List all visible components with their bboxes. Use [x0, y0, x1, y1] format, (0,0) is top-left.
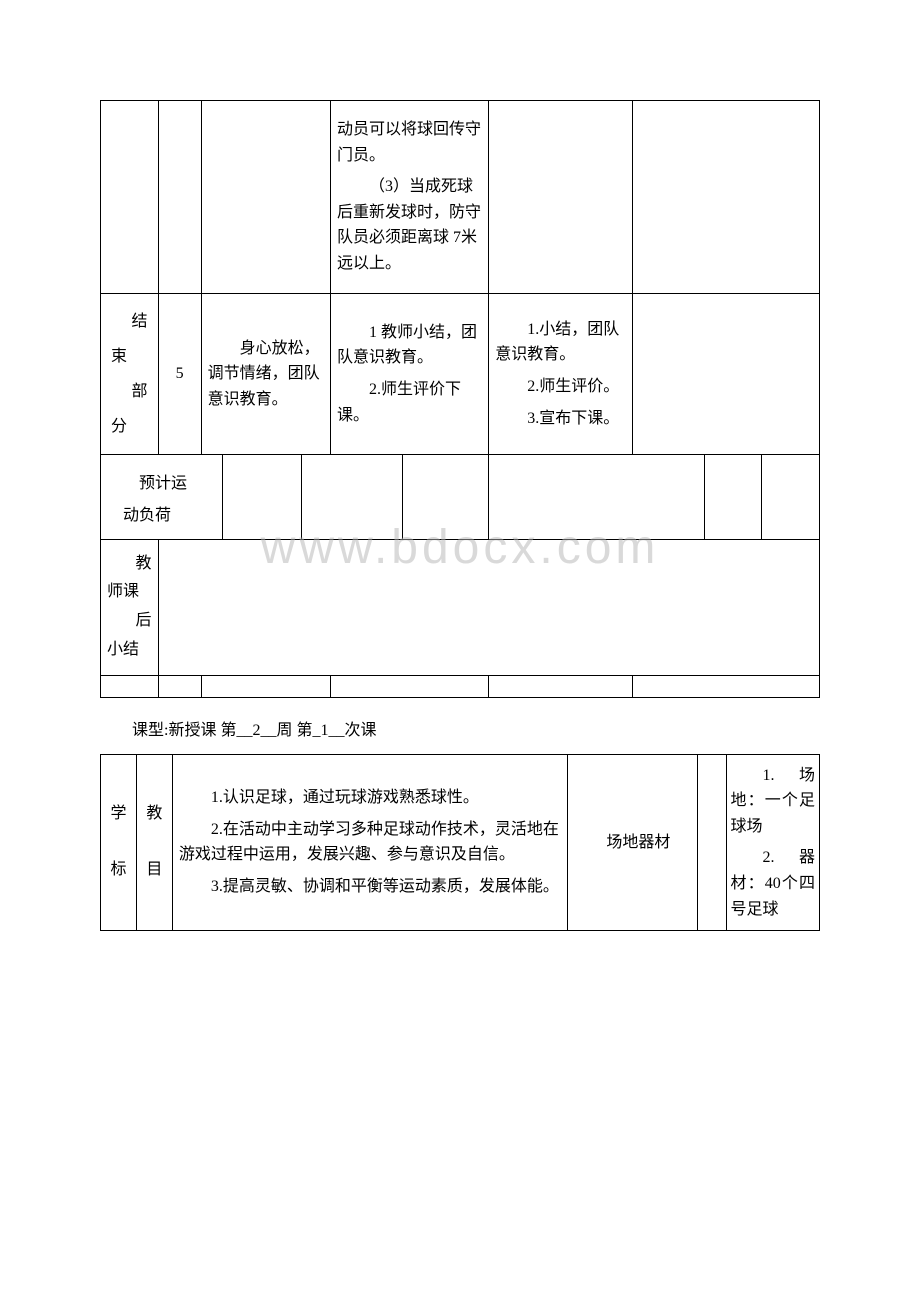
table-row: 学 标 教 目 1.认识足球，通过玩球游戏熟悉球性。 2.在活动中主动学习多种足… — [101, 754, 820, 931]
text: 教 — [107, 550, 152, 579]
table-row: 教 师课 后 小结 — [101, 539, 820, 675]
table-row — [101, 675, 820, 697]
table-row: 预计运 动负荷 — [101, 455, 820, 539]
text: 束 — [107, 339, 152, 374]
cell-empty — [201, 101, 330, 294]
table-row: 结 束 部 分 5 身心放松，调节情绪，团队意识教育。 1 教师小结，团队意识教… — [101, 293, 820, 455]
text: 2.师生评价下课。 — [337, 377, 482, 428]
text: 1.小结，团队意识教育。 — [495, 317, 626, 368]
cell-empty — [101, 675, 159, 697]
text: 场地器材 — [574, 830, 690, 856]
text: 学 — [107, 786, 130, 842]
cell-empty — [489, 455, 705, 539]
text: 动负荷 — [107, 503, 216, 529]
lesson-info-text: 课型:新授课 第__2__周 第_1__次课 — [100, 716, 820, 740]
cell-content: 身心放松，调节情绪，团队意识教育。 — [201, 293, 330, 455]
cell-empty — [223, 455, 302, 539]
lesson-plan-table-1c: 教 师课 后 小结 — [100, 539, 820, 676]
cell-empty — [489, 101, 633, 294]
cell-empty — [633, 293, 820, 455]
text: 分 — [107, 409, 152, 444]
lesson-plan-table-1: 动员可以将球回传守门员。 （3）当成死球后重新发球时，防守队员必须距离球 7米远… — [100, 100, 820, 455]
text: 小结 — [107, 636, 152, 665]
cell-label: 场地器材 — [568, 754, 697, 931]
table-row: 动员可以将球回传守门员。 （3）当成死球后重新发球时，防守队员必须距离球 7米远… — [101, 101, 820, 294]
cell-empty — [697, 754, 726, 931]
cell-empty — [331, 675, 489, 697]
text: 2.器材：40个四号足球 — [731, 845, 816, 922]
cell-empty — [704, 455, 762, 539]
text: 预计运 — [107, 471, 216, 497]
text: 1.场地：一个足球场 — [731, 763, 816, 840]
lesson-plan-table-1b: 预计运 动负荷 — [100, 454, 820, 539]
text: （3）当成死球后重新发球时，防守队员必须距离球 7米远以上。 — [337, 174, 482, 276]
lesson-plan-table-1d — [100, 675, 820, 698]
cell-section-label: 结 束 部 分 — [101, 293, 159, 455]
cell-label: 预计运 动负荷 — [101, 455, 223, 539]
text: 1.认识足球，通过玩球游戏熟悉球性。 — [179, 785, 561, 811]
text: 部 — [107, 374, 152, 409]
lesson-plan-table-2: 学 标 教 目 1.认识足球，通过玩球游戏熟悉球性。 2.在活动中主动学习多种足… — [100, 754, 820, 932]
cell-empty — [402, 455, 488, 539]
cell-empty — [302, 455, 403, 539]
text: 结 — [107, 304, 152, 339]
cell-empty — [158, 101, 201, 294]
text: 2.师生评价。 — [495, 374, 626, 400]
text: 2.在活动中主动学习多种足球动作技术，灵活地在游戏过程中运用，发展兴趣、参与意识… — [179, 817, 561, 868]
cell-label: 教 师课 后 小结 — [101, 539, 159, 675]
cell-content: 1 教师小结，团队意识教育。 2.师生评价下课。 — [331, 293, 489, 455]
cell-label: 学 标 — [101, 754, 137, 931]
text: 3.提高灵敏、协调和平衡等运动素质，发展体能。 — [179, 874, 561, 900]
cell-empty — [158, 539, 819, 675]
text: 师课 — [107, 578, 152, 607]
text: 后 — [107, 607, 152, 636]
text: 1 教师小结，团队意识教育。 — [337, 320, 482, 371]
cell-label: 教 目 — [136, 754, 172, 931]
cell-empty — [489, 675, 633, 697]
text: 标 — [107, 842, 130, 898]
cell-empty — [633, 101, 820, 294]
text: 3.宣布下课。 — [495, 406, 626, 432]
cell-empty — [201, 675, 330, 697]
text: 教 — [143, 786, 166, 842]
cell-content: 1.认识足球，通过玩球游戏熟悉球性。 2.在活动中主动学习多种足球动作技术，灵活… — [172, 754, 567, 931]
cell-empty — [101, 101, 159, 294]
cell-content: 动员可以将球回传守门员。 （3）当成死球后重新发球时，防守队员必须距离球 7米远… — [331, 101, 489, 294]
cell-empty — [158, 675, 201, 697]
text: 身心放松，调节情绪，团队意识教育。 — [208, 336, 324, 413]
text: 动员可以将球回传守门员。 — [337, 117, 482, 168]
cell-content: 1.场地：一个足球场 2.器材：40个四号足球 — [726, 754, 820, 931]
cell-content: 1.小结，团队意识教育。 2.师生评价。 3.宣布下课。 — [489, 293, 633, 455]
cell-empty — [762, 455, 820, 539]
cell-duration: 5 — [158, 293, 201, 455]
cell-empty — [633, 675, 820, 697]
text: 目 — [143, 842, 166, 898]
